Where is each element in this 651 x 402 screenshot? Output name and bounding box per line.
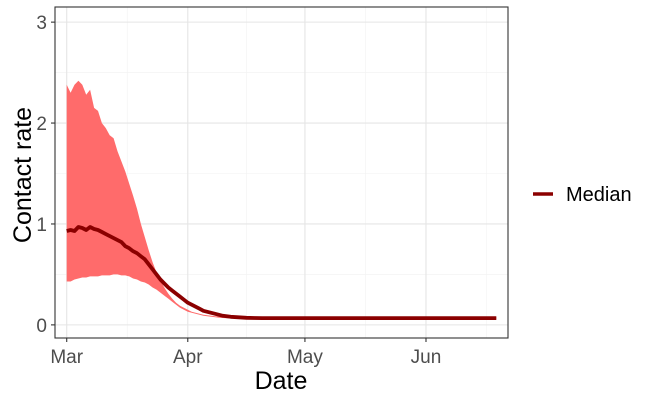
x-tick-label: Jun [411,347,442,368]
y-tick-label: 3 [36,13,47,34]
minor-gridlines [55,7,508,338]
x-tick-label: Apr [173,347,203,368]
x-tick-label: Mar [50,347,83,368]
legend-label-median: Median [566,184,632,206]
median-line-layer [66,225,497,321]
x-axis: Mar Apr May Jun [50,338,441,368]
x-axis-title: Date [255,367,308,395]
plot-panel-border [54,6,509,339]
y-tick-label: 1 [36,215,47,236]
confidence-band-layer [66,80,497,319]
legend: Median [533,184,632,206]
y-axis: 0 1 2 3 [36,13,55,337]
major-gridlines [55,7,508,338]
y-axis-title: Contact rate [9,107,37,243]
y-tick-label: 2 [36,114,47,135]
median-line [66,225,497,321]
x-tick-label: May [287,347,323,368]
y-tick-label: 0 [36,316,47,337]
confidence-band [66,80,497,319]
